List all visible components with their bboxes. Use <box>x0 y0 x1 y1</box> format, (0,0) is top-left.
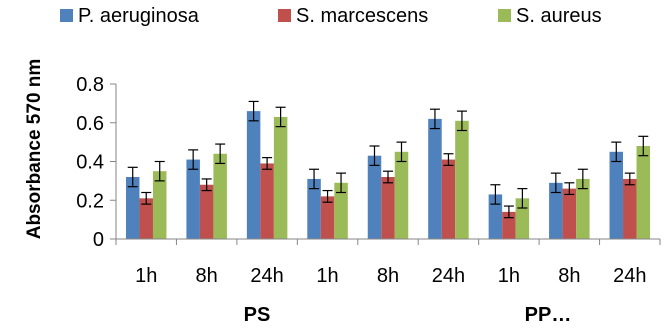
legend-label-series-1: S. marcescens <box>296 5 428 27</box>
bar <box>455 120 469 239</box>
x-group-label: PS <box>244 304 271 326</box>
bar <box>562 188 577 239</box>
bar <box>125 177 140 239</box>
bar <box>394 151 409 239</box>
y-tick-label: 0.6 <box>76 113 104 135</box>
bar <box>152 171 167 239</box>
y-tick-label: 0 <box>93 229 104 251</box>
bar <box>334 182 348 239</box>
bar <box>273 116 288 239</box>
bar <box>576 178 590 239</box>
bar <box>623 178 637 239</box>
x-tick-label: 24h <box>613 265 646 287</box>
bar <box>488 194 503 239</box>
bar <box>367 155 382 239</box>
bar <box>502 211 516 239</box>
x-tick-label: 8h <box>377 265 399 287</box>
bar <box>199 184 214 239</box>
legend-swatch-series-2 <box>498 9 511 22</box>
bar <box>246 111 261 239</box>
x-tick-label: 1h <box>498 265 520 287</box>
bar <box>260 163 274 239</box>
y-axis-label: Absorbance 570 nm <box>24 59 45 240</box>
y-tick-label: 0.4 <box>76 152 104 174</box>
x-axis: 1h 8h 24h 1h 8h 24h 1h 8h 24h PS PP… <box>115 238 661 326</box>
y-tick-label: 0.8 <box>76 74 104 96</box>
x-group-label: PP… <box>525 304 572 326</box>
plot-area <box>125 100 651 239</box>
legend-swatch-series-1 <box>278 9 291 22</box>
legend-label-series-0: P. aeruginosa <box>78 5 200 27</box>
bar <box>636 146 651 239</box>
bar <box>441 159 456 239</box>
bar <box>428 118 442 239</box>
x-tick-label: 1h <box>316 265 338 287</box>
y-axis-ticks: 0 0.2 0.4 0.6 0.8 <box>76 74 117 251</box>
legend-label-series-2: S. aureus <box>516 5 602 27</box>
x-tick-label: 24h <box>250 265 283 287</box>
x-tick-label: 24h <box>432 265 465 287</box>
x-tick-label: 8h <box>558 265 580 287</box>
bar <box>549 182 563 239</box>
x-tick-label: 8h <box>196 265 218 287</box>
x-tick-label: 1h <box>135 265 157 287</box>
bar <box>609 151 624 239</box>
bar <box>381 177 395 239</box>
bar <box>307 178 321 239</box>
bar <box>213 153 227 239</box>
bar <box>320 196 335 239</box>
legend: P. aeruginosa S. marcescens S. aureus <box>60 5 602 27</box>
y-tick-label: 0.2 <box>76 190 104 212</box>
legend-swatch-series-0 <box>60 9 73 22</box>
bar <box>186 159 200 239</box>
bar <box>139 198 153 239</box>
